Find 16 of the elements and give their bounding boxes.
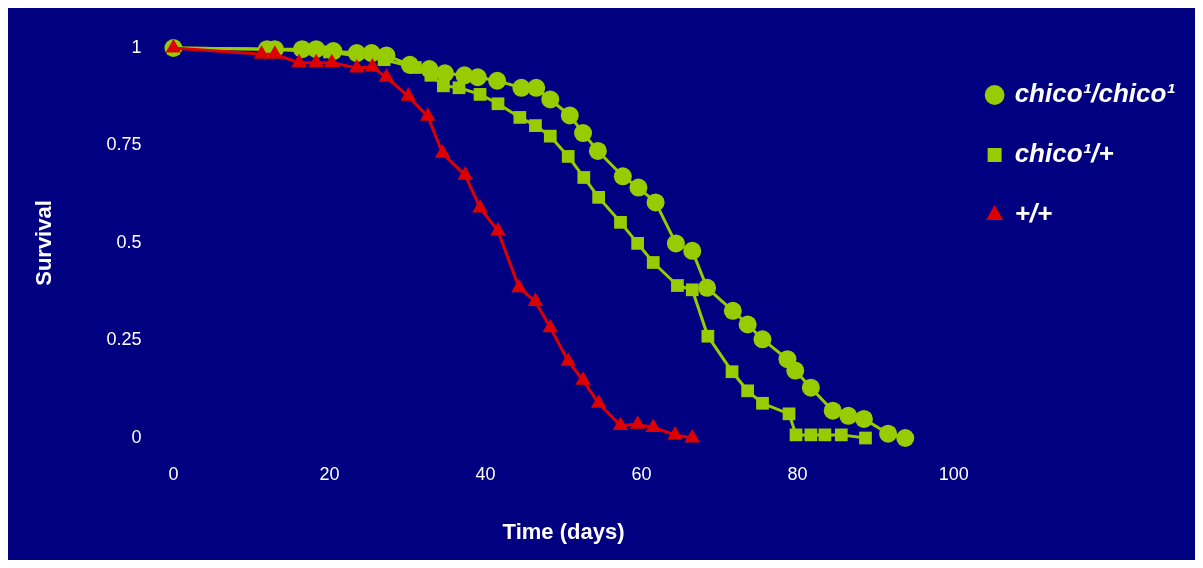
x-tick-label: 20 bbox=[319, 463, 340, 484]
legend-label: +/+ bbox=[1014, 198, 1053, 229]
x-tick-label: 100 bbox=[938, 463, 969, 484]
x-tick-label: 40 bbox=[475, 463, 496, 484]
x-axis-title: Time (days) bbox=[502, 518, 625, 544]
x-tick-label: 0 bbox=[168, 463, 179, 484]
y-tick-label: 1 bbox=[131, 36, 142, 57]
x-tick-label: 60 bbox=[631, 463, 652, 484]
y-tick-label: 0.25 bbox=[106, 329, 142, 350]
y-tick-label: 0.5 bbox=[116, 231, 142, 252]
y-tick-label: 0.75 bbox=[106, 134, 142, 155]
y-axis-title: Survival bbox=[31, 200, 57, 286]
y-tick-label: 0 bbox=[131, 426, 142, 447]
legend-label: chico¹/chico¹ bbox=[1014, 78, 1176, 109]
legend-label: chico¹/+ bbox=[1014, 138, 1114, 169]
x-tick-label: 80 bbox=[787, 463, 808, 484]
